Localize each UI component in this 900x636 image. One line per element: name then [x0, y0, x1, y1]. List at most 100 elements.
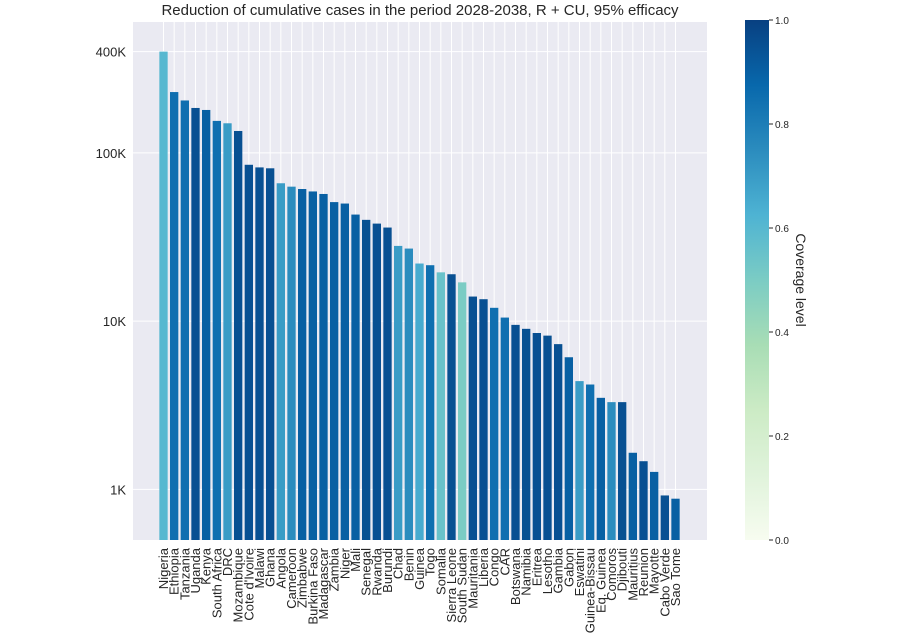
x-tick-label: Gabon: [561, 548, 576, 587]
x-tick-label: Uganda: [188, 547, 203, 593]
bar-niger: [340, 203, 349, 540]
colorbar-tick-label: 1.0: [775, 16, 789, 27]
bar-drc: [223, 123, 232, 540]
x-tick-label: Sao Tome: [668, 548, 683, 606]
y-tick-label: 1K: [110, 482, 126, 497]
x-tick-label: Tanzania: [177, 547, 192, 600]
x-tick-label: Congo: [487, 548, 502, 586]
bar-ghana: [266, 168, 275, 540]
x-tick-label: Madagascar: [316, 547, 331, 619]
x-tick-label: Sierra Leone: [444, 548, 459, 622]
bar-mayotte: [650, 471, 659, 540]
x-tick-label: Burkina Faso: [305, 548, 320, 625]
bar-congo: [490, 307, 499, 540]
y-tick-label: 10K: [103, 314, 126, 329]
bar-madagascar: [319, 193, 328, 541]
x-tick-label: Niger: [337, 547, 352, 579]
bar-namibia: [522, 328, 531, 540]
bar-somalia: [436, 272, 445, 540]
bar-cameroon: [287, 186, 296, 541]
bar-eritrea: [532, 333, 541, 540]
bar-kenya: [202, 109, 211, 540]
colorbar-tick-label: 0.6: [775, 224, 789, 235]
bar-mauritius: [628, 452, 637, 540]
bar-botswana: [511, 324, 520, 540]
x-tick-label: Nigeria: [156, 547, 171, 589]
colorbar-tick-label: 0.4: [775, 328, 789, 339]
colorbar-tick-label: 0.2: [775, 432, 789, 443]
colorbar: 0.0 0.2 0.4 0.6 0.8 1.0 Coverage level: [745, 16, 809, 547]
bar-cabo-verde: [660, 495, 669, 540]
x-tick-label: Kenya: [199, 547, 214, 585]
x-tick-label: Benin: [401, 548, 416, 581]
colorbar-ticks: 0.0 0.2 0.4 0.6 0.8 1.0: [769, 16, 789, 547]
x-tick-label: Rwanda: [369, 547, 384, 595]
x-tick-label: Djibouti: [615, 548, 630, 591]
x-tick-label: Namibia: [519, 547, 534, 595]
bar-eswatini: [575, 381, 584, 540]
y-axis-ticks: 1K 10K 100K 400K: [96, 45, 127, 498]
colorbar-tick-label: 0.0: [775, 536, 789, 547]
bar-guinea: [415, 263, 424, 540]
x-tick-label: Mauritania: [465, 547, 480, 608]
x-tick-label: Togo: [423, 548, 438, 576]
x-tick-label: Lesotho: [540, 548, 555, 594]
x-tick-label: Malawi: [252, 548, 267, 589]
bar-comoros: [607, 402, 616, 540]
x-tick-label: Zimbabwe: [295, 548, 310, 608]
x-tick-label: Zambia: [327, 547, 342, 591]
x-tick-label: Eq. Guinea: [593, 547, 608, 613]
bars: [159, 51, 680, 541]
x-tick-label: Guinea-Bissau: [583, 548, 598, 633]
colorbar-tick-label: 0.8: [775, 120, 789, 131]
bar-eq-guinea: [596, 397, 605, 540]
x-tick-label: Chad: [391, 548, 406, 579]
x-tick-label: Mali: [348, 548, 363, 572]
bar-south-sudan: [458, 282, 467, 540]
bar-mali: [351, 214, 360, 540]
colorbar-label: Coverage level: [793, 233, 809, 326]
bar-senegal: [362, 219, 371, 540]
bar-burkina-faso: [308, 191, 317, 540]
bar-sao-tome: [671, 498, 680, 540]
x-axis-ticks: NigeriaEthiopiaTanzaniaUgandaKenyaSouth …: [156, 547, 683, 633]
bar-gambia: [554, 344, 563, 540]
bar-reunion: [639, 461, 648, 540]
x-tick-label: Angola: [273, 547, 288, 588]
bar-mozambique: [234, 130, 243, 540]
bar-lesotho: [543, 335, 552, 540]
x-tick-label: Cabo Verde: [657, 548, 672, 617]
x-tick-label: Guinea: [412, 547, 427, 590]
bar-ethiopia: [170, 92, 179, 540]
x-tick-label: Reunion: [636, 548, 651, 596]
x-tick-label: Burundi: [380, 548, 395, 593]
bar-sierra-leone: [447, 274, 456, 540]
bar-gabon: [564, 357, 573, 540]
bar-djibouti: [618, 402, 627, 540]
x-tick-label: South Sudan: [455, 548, 470, 623]
bar-rwanda: [372, 223, 381, 541]
x-tick-label: Gambia: [551, 547, 566, 593]
bar-benin: [404, 248, 413, 540]
bar-cote-d-ivoire: [244, 164, 253, 540]
bar-malawi: [255, 167, 264, 541]
bar-angola: [276, 183, 285, 540]
x-tick-label: Mozambique: [231, 548, 246, 622]
chart-title: Reduction of cumulative cases in the per…: [161, 2, 679, 19]
bar-south-africa: [212, 120, 221, 541]
x-tick-label: South Africa: [209, 547, 224, 618]
x-tick-label: Cameroon: [284, 548, 299, 609]
x-tick-label: Cote d'Ivoire: [241, 548, 256, 621]
bar-tanzania: [180, 100, 189, 540]
bar-nigeria: [159, 51, 168, 540]
bar-zimbabwe: [298, 189, 307, 540]
bar-chad: [394, 245, 403, 540]
bar-zambia: [330, 202, 339, 540]
bar-liberia: [479, 299, 488, 540]
y-tick-label: 400K: [96, 45, 127, 60]
x-tick-label: Liberia: [476, 547, 491, 587]
bar-mauritania: [468, 296, 477, 540]
bar-burundi: [383, 227, 392, 541]
x-tick-label: Comoros: [604, 548, 619, 601]
bar-guinea-bissau: [586, 384, 595, 540]
